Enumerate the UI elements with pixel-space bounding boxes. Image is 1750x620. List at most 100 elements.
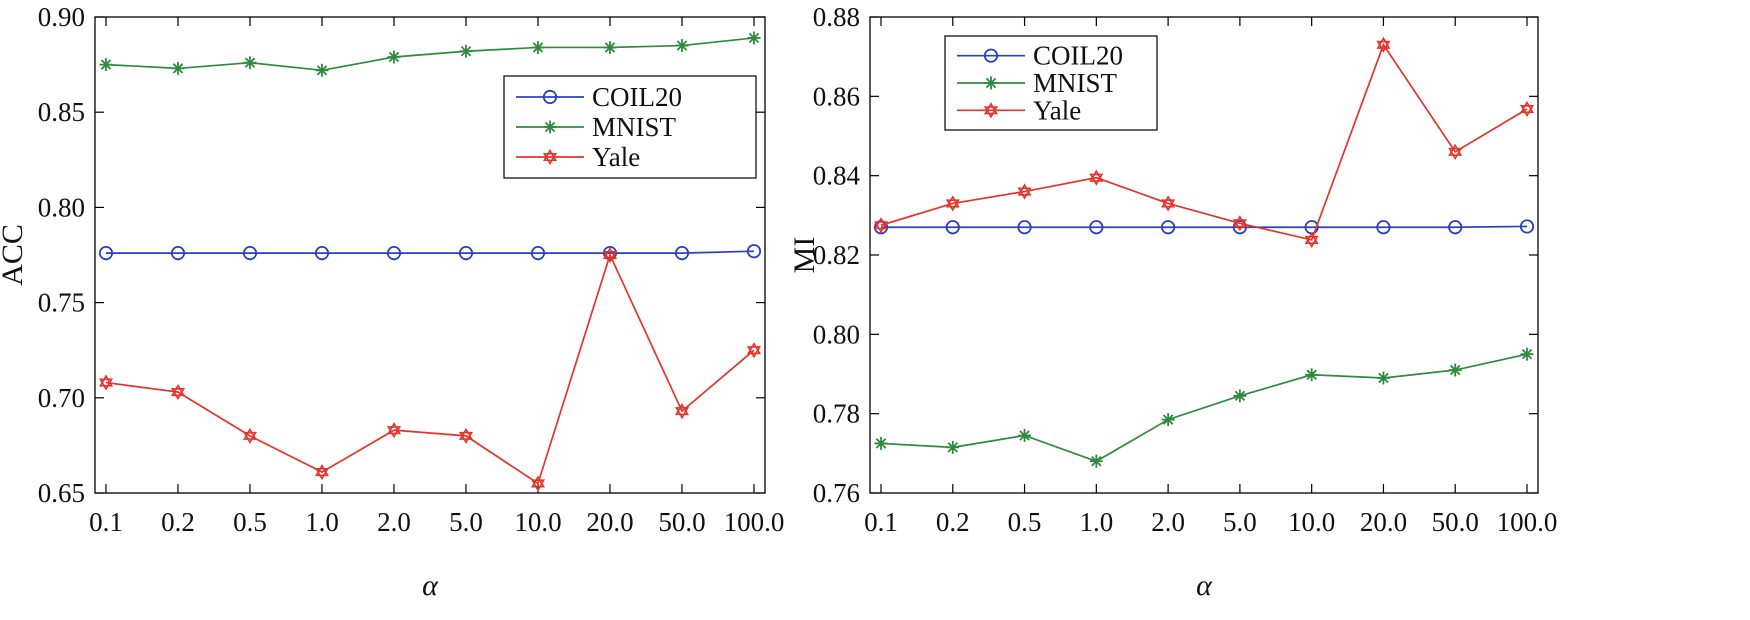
chart-1-series-mnist-point xyxy=(315,63,329,77)
chart-1-series-mnist-point xyxy=(99,58,113,72)
chart-2-ytick-label: 0.88 xyxy=(813,2,860,32)
chart-1-series-mnist-point xyxy=(243,56,257,70)
chart-1-plot-frame xyxy=(94,16,766,494)
chart-2-xtick-label: 0.1 xyxy=(864,507,898,537)
chart-1-series-mnist-point xyxy=(459,44,473,58)
chart-2-series-coil20-point xyxy=(1519,219,1535,234)
chart-2-xtick-label: 20.0 xyxy=(1360,507,1407,537)
chart-1-series-yale-point xyxy=(242,427,258,444)
chart-2-series-coil20-point xyxy=(945,220,960,235)
chart-1-series-yale-line xyxy=(105,252,755,485)
chart-2-legend-swatch-marker xyxy=(984,76,998,90)
chart-1-series-coil20-point xyxy=(458,245,474,261)
chart-1-series-coil20-point xyxy=(746,244,762,259)
chart-1-legend-swatch-marker xyxy=(542,148,558,166)
chart-2-series-coil20-point xyxy=(1161,220,1176,235)
chart-2-series-mnist-point xyxy=(1448,363,1462,377)
chart-2-series-yale-point xyxy=(1017,183,1032,200)
chart-2-ytick-label: 0.78 xyxy=(813,399,860,429)
chart-1-series-yale-point xyxy=(98,374,114,391)
chart-1-series-coil20-point xyxy=(602,245,618,261)
chart-1-series-coil20 xyxy=(98,244,762,261)
chart-1-xtick-label: 1.0 xyxy=(305,507,339,537)
chart-1-series-yale-point xyxy=(458,427,474,444)
chart-2-series-mnist-point xyxy=(1161,413,1175,427)
chart-2-series-yale-line xyxy=(880,42,1528,241)
chart-2-series-mnist-point xyxy=(874,436,888,450)
chart-2-legend-label: COIL20 xyxy=(1033,41,1123,71)
chart-2-ytick-label: 0.82 xyxy=(813,240,860,270)
chart-1-series-mnist-line xyxy=(105,37,755,72)
chart-2-xtick-label: 10.0 xyxy=(1288,507,1335,537)
chart-2-series-mnist-point xyxy=(1305,368,1319,382)
chart-1-legend-swatch-marker xyxy=(542,89,558,105)
chart-1-series-mnist xyxy=(99,31,761,77)
chart-2-series-mnist xyxy=(874,347,1534,468)
chart-1-xtick-label: 2.0 xyxy=(377,507,411,537)
chart-2-xtick-label: 5.0 xyxy=(1223,507,1257,537)
chart-1-legend-swatch-marker xyxy=(543,120,557,134)
chart-1-legend-label: COIL20 xyxy=(592,82,682,112)
chart-2-series-coil20-point xyxy=(1089,220,1104,235)
chart-1-xtick-label: 0.5 xyxy=(233,507,267,537)
chart-2-series-yale-point xyxy=(873,217,889,234)
chart-2-ytick-label: 0.84 xyxy=(813,161,861,191)
chart-2-series-coil20-point xyxy=(1448,220,1463,235)
chart-1-series-mnist-point xyxy=(675,39,689,53)
chart-1-xtick-label: 5.0 xyxy=(449,507,483,537)
chart-1-series-yale-point xyxy=(170,383,186,401)
chart-1-series-yale-point xyxy=(530,475,546,492)
chart-2-series-mnist-point xyxy=(1018,428,1032,442)
chart-2-y-axis-title: MI xyxy=(788,237,821,274)
chart-2: 0.76 0.78 0.80 0.82 0.84 0.86 0.88 0.1 0.2 0.5 1.0… xyxy=(788,2,1557,602)
chart-1-series-yale xyxy=(98,246,762,492)
chart-2-series-coil20-point xyxy=(873,220,889,235)
chart-2-series-yale-point xyxy=(1232,215,1247,232)
chart-1-series-yale-point xyxy=(746,342,762,359)
chart-1-series-coil20-point xyxy=(314,245,330,261)
chart-1-ytick-label: 0.90 xyxy=(38,2,85,32)
chart-1-legend-label: MNIST xyxy=(592,112,677,142)
chart-2-legend-label: Yale xyxy=(1033,95,1081,125)
chart-2-legend-label: MNIST xyxy=(1033,68,1118,98)
chart-1-x-axis-title: α xyxy=(422,569,439,602)
chart-2-series-mnist-point xyxy=(1089,454,1103,468)
chart-1-series-yale-point xyxy=(602,246,618,264)
chart-2-series-yale-point xyxy=(1376,36,1391,53)
chart-1-series-coil20-line xyxy=(106,250,755,254)
chart-1-series-mnist-point xyxy=(603,40,617,54)
chart-1-series-coil20-point xyxy=(674,245,690,261)
chart-2-xtick-label: 1.0 xyxy=(1079,507,1113,537)
chart-1-ytick-label: 0.85 xyxy=(38,97,85,127)
chart-2-xtick-label: 2.0 xyxy=(1151,507,1185,537)
chart-1-series-mnist-point xyxy=(531,40,545,54)
chart-1-series-mnist-point xyxy=(171,61,185,75)
chart-2-series-mnist-point xyxy=(946,440,960,454)
chart-1-xtick-label: 50.0 xyxy=(658,507,705,537)
chart-2-ytick-label: 0.86 xyxy=(813,81,860,111)
chart-1-series-yale-point xyxy=(386,422,402,439)
chart-1-series-mnist-point xyxy=(747,31,761,45)
chart-2-series-yale-point xyxy=(1519,100,1535,118)
chart-2-series-yale-point xyxy=(945,195,960,212)
chart-2-xtick-label: 100.0 xyxy=(1497,507,1558,537)
chart-2-series-yale-point xyxy=(1448,143,1463,160)
chart-1-series-yale-point xyxy=(674,403,690,420)
chart-2-xtick-label: 0.2 xyxy=(936,507,970,537)
chart-1-ytick-label: 0.75 xyxy=(38,288,85,318)
chart-1-series-yale-point xyxy=(314,463,330,481)
chart-2-ytick-label: 0.80 xyxy=(813,319,860,349)
chart-1-series-coil20-point xyxy=(98,245,114,261)
chart-2-series-coil20 xyxy=(873,219,1535,235)
chart-1-series-coil20-point xyxy=(242,245,258,261)
chart-2-series-mnist-line xyxy=(880,353,1528,463)
chart-2-series-mnist-point xyxy=(1376,371,1390,385)
chart-1-legend-label: Yale xyxy=(592,142,640,172)
chart-1: 0.65 0.70 0.75 0.80 0.85 0.90 0.1 0.2 0.5 1.0 2.0 5… xyxy=(0,2,784,602)
chart-1-xtick-label: 20.0 xyxy=(586,507,633,537)
chart-2-series-coil20-line xyxy=(881,225,1528,229)
chart-2-legend-swatch-marker xyxy=(983,102,999,119)
chart-1-series-coil20-point xyxy=(530,245,546,261)
